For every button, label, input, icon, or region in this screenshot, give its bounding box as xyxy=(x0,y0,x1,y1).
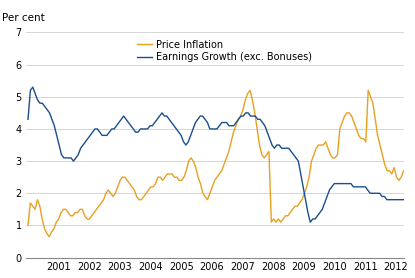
Text: Per cent: Per cent xyxy=(2,13,45,23)
Price Inflation xyxy=(401,169,406,172)
Earnings Growth (exc. Bonuses) xyxy=(377,192,382,195)
Price Inflation xyxy=(337,127,342,131)
Price Inflation xyxy=(387,169,392,172)
Earnings Growth (exc. Bonuses) xyxy=(401,198,406,201)
Line: Earnings Growth (exc. Bonuses): Earnings Growth (exc. Bonuses) xyxy=(28,87,404,222)
Price Inflation xyxy=(248,89,253,92)
Earnings Growth (exc. Bonuses) xyxy=(231,124,236,127)
Price Inflation xyxy=(47,235,52,238)
Earnings Growth (exc. Bonuses) xyxy=(25,118,30,121)
Earnings Growth (exc. Bonuses) xyxy=(66,156,71,160)
Price Inflation xyxy=(25,224,30,227)
Price Inflation xyxy=(236,118,241,121)
Price Inflation xyxy=(103,192,108,195)
Line: Price Inflation: Price Inflation xyxy=(28,90,404,237)
Price Inflation xyxy=(273,220,278,224)
Earnings Growth (exc. Bonuses) xyxy=(164,115,169,118)
Legend: Price Inflation, Earnings Growth (exc. Bonuses): Price Inflation, Earnings Growth (exc. B… xyxy=(137,39,312,62)
Earnings Growth (exc. Bonuses) xyxy=(30,85,35,89)
Price Inflation xyxy=(134,195,139,198)
Earnings Growth (exc. Bonuses) xyxy=(308,220,313,224)
Earnings Growth (exc. Bonuses) xyxy=(286,147,291,150)
Earnings Growth (exc. Bonuses) xyxy=(93,127,98,131)
